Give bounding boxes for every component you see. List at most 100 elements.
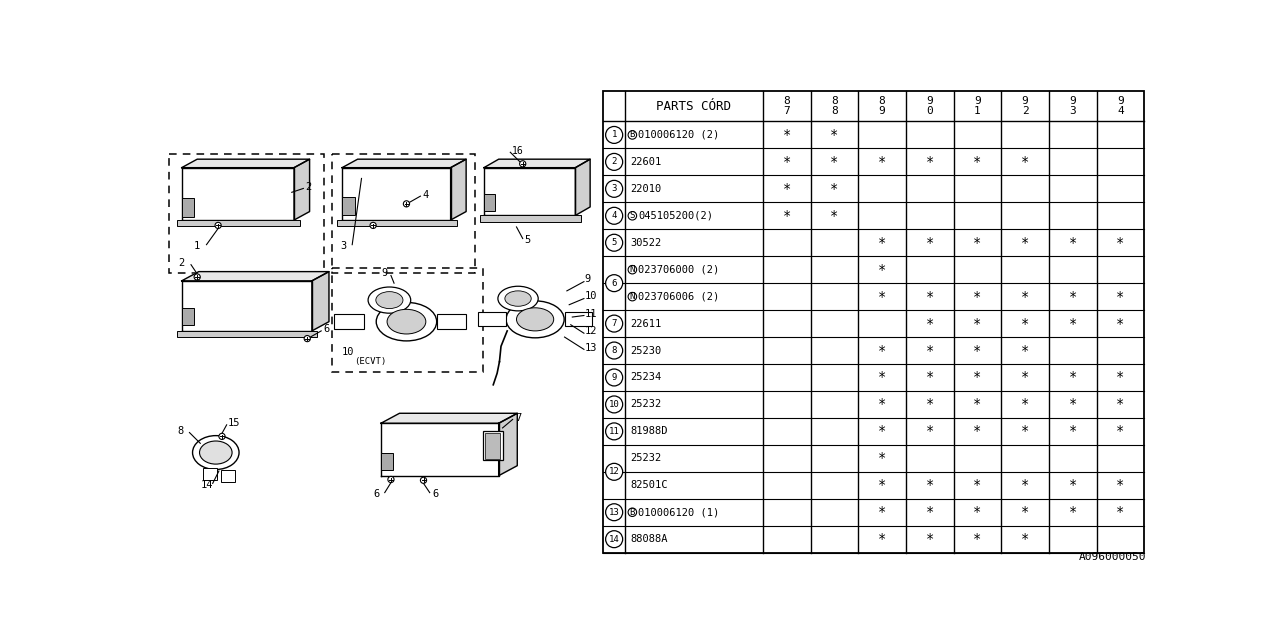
Ellipse shape [369, 287, 411, 313]
Bar [202, 468, 216, 479]
Text: 7: 7 [515, 413, 521, 423]
Text: *: * [925, 478, 934, 492]
Text: *: * [925, 532, 934, 546]
Text: 023706006 (2): 023706006 (2) [639, 292, 719, 301]
Text: 1: 1 [612, 131, 617, 140]
Bar [603, 91, 1144, 553]
Text: *: * [1069, 478, 1076, 492]
Polygon shape [484, 168, 576, 216]
Bar [436, 314, 466, 330]
Text: 22611: 22611 [631, 319, 662, 328]
Circle shape [403, 201, 410, 207]
Bar [480, 216, 581, 221]
Text: *: * [1116, 505, 1125, 519]
Circle shape [628, 508, 636, 516]
Polygon shape [294, 159, 310, 220]
Text: *: * [1021, 505, 1029, 519]
Text: 13: 13 [585, 343, 598, 353]
Text: 2: 2 [306, 182, 312, 192]
Ellipse shape [200, 441, 232, 464]
Text: *: * [973, 532, 982, 546]
Text: *: * [1116, 478, 1125, 492]
Text: 12: 12 [609, 467, 620, 476]
Polygon shape [342, 159, 466, 168]
Text: *: * [1021, 317, 1029, 331]
Circle shape [605, 207, 622, 224]
Text: 8: 8 [612, 346, 617, 355]
Text: 010006120 (2): 010006120 (2) [639, 130, 719, 140]
Text: 25232: 25232 [631, 453, 662, 463]
Bar [477, 312, 506, 326]
Text: 9
2: 9 2 [1021, 95, 1028, 116]
Text: *: * [831, 155, 838, 169]
Text: (ECVT): (ECVT) [353, 357, 387, 366]
Text: 9: 9 [381, 268, 387, 278]
Ellipse shape [376, 292, 403, 308]
Text: *: * [878, 505, 886, 519]
Text: 8
9: 8 9 [879, 95, 886, 116]
Bar [484, 194, 495, 211]
Ellipse shape [376, 303, 436, 341]
Text: *: * [1021, 290, 1029, 303]
Circle shape [605, 396, 622, 413]
Text: 5: 5 [612, 238, 617, 247]
Text: 8: 8 [177, 426, 183, 436]
Bar [334, 314, 364, 330]
Text: 3: 3 [612, 184, 617, 193]
Bar [332, 154, 475, 273]
Text: 4: 4 [612, 211, 617, 220]
Text: *: * [878, 478, 886, 492]
Text: *: * [973, 397, 982, 412]
Ellipse shape [506, 301, 564, 338]
Text: *: * [1069, 317, 1076, 331]
Polygon shape [381, 423, 499, 476]
Text: *: * [973, 290, 982, 303]
Text: 82501C: 82501C [631, 480, 668, 490]
Text: *: * [925, 155, 934, 169]
Text: *: * [1116, 371, 1125, 385]
Text: 6: 6 [374, 489, 379, 499]
Bar [483, 431, 503, 460]
Ellipse shape [387, 309, 426, 334]
Circle shape [605, 369, 622, 386]
Text: *: * [1116, 424, 1125, 438]
Text: 14: 14 [200, 480, 212, 490]
Text: 22010: 22010 [631, 184, 662, 194]
Text: *: * [1021, 155, 1029, 169]
Text: *: * [878, 424, 886, 438]
Text: 10: 10 [342, 348, 355, 358]
Text: *: * [973, 424, 982, 438]
Text: *: * [878, 155, 886, 169]
Bar [332, 268, 483, 372]
Text: 9
0: 9 0 [927, 95, 933, 116]
Bar [182, 198, 195, 217]
Text: *: * [831, 128, 838, 142]
Bar [169, 154, 324, 273]
Circle shape [628, 131, 636, 139]
Bar [177, 220, 300, 226]
Circle shape [628, 212, 636, 220]
Text: *: * [1021, 478, 1029, 492]
Text: 25230: 25230 [631, 346, 662, 356]
Text: *: * [782, 209, 791, 223]
Text: *: * [925, 290, 934, 303]
Text: 9
4: 9 4 [1117, 95, 1124, 116]
Text: 9: 9 [612, 373, 617, 382]
Bar [485, 433, 500, 459]
Polygon shape [182, 168, 294, 220]
Text: *: * [1069, 371, 1076, 385]
Text: 6: 6 [612, 278, 617, 287]
Text: *: * [925, 397, 934, 412]
Polygon shape [451, 159, 466, 220]
Circle shape [605, 531, 622, 548]
Text: *: * [782, 182, 791, 196]
Polygon shape [342, 168, 451, 220]
Text: 023706000 (2): 023706000 (2) [639, 265, 719, 275]
Text: 8
7: 8 7 [783, 95, 790, 116]
Circle shape [219, 433, 225, 440]
Text: 045105200(2): 045105200(2) [639, 211, 713, 221]
Text: 010006120 (1): 010006120 (1) [639, 508, 719, 517]
Text: 25234: 25234 [631, 372, 662, 383]
Circle shape [605, 275, 622, 292]
Text: *: * [973, 344, 982, 358]
